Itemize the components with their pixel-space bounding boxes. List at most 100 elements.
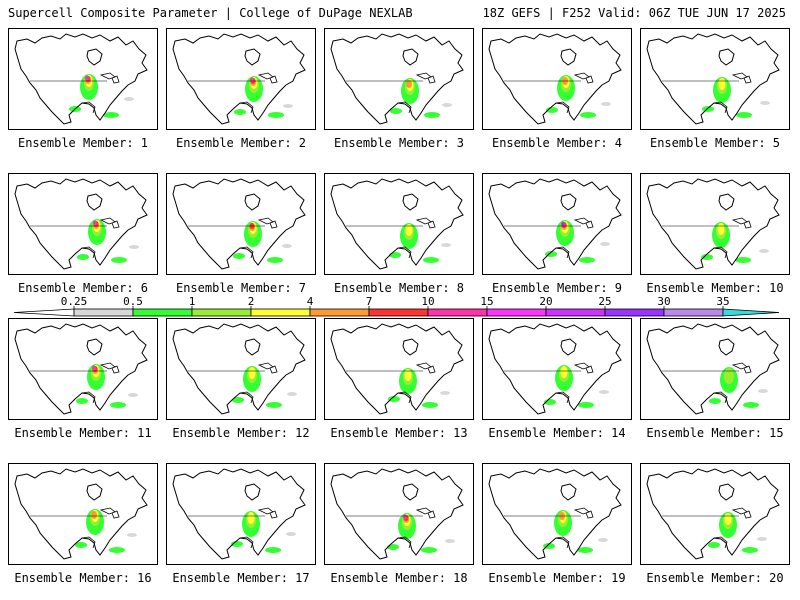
- scp-shading: [75, 509, 137, 553]
- coastline: [330, 33, 464, 125]
- above-range-triangle: [722, 308, 780, 317]
- ensemble-member-label: Ensemble Member: 10: [646, 281, 784, 295]
- great-lakes: [99, 217, 120, 229]
- gulf-coast: [81, 536, 96, 549]
- ensemble-member-label: Ensemble Member: 11: [14, 426, 152, 440]
- gulf-coast: [239, 101, 254, 114]
- ensemble-map-panel: [8, 28, 158, 130]
- scp-shading: [709, 367, 768, 408]
- legend-tick-label: 7: [366, 295, 373, 308]
- north-america-map: [172, 33, 306, 125]
- north-america-map: [330, 323, 464, 415]
- ensemble-map-panel: [640, 173, 790, 275]
- ensemble-map-panel: [640, 28, 790, 130]
- scp-shading: [69, 74, 134, 118]
- coastline: [488, 33, 622, 125]
- great-lakes: [257, 362, 278, 374]
- north-america-map: [330, 178, 464, 270]
- ensemble-member-label: Ensemble Member: 2: [175, 136, 307, 150]
- north-america-map: [14, 33, 148, 125]
- legend-tick-label: 0.25: [61, 295, 88, 308]
- coastline: [488, 178, 622, 270]
- ensemble-member-label: Ensemble Member: 15: [646, 426, 784, 440]
- coastline: [646, 33, 780, 125]
- legend-color-bin: [663, 308, 724, 317]
- ensemble-map-panel: [166, 173, 316, 275]
- ensemble-map-panel: [324, 173, 474, 275]
- ensemble-map-panel: [482, 28, 632, 130]
- legend-tick-label: 30: [657, 295, 670, 308]
- ensemble-member-label: Ensemble Member: 4: [491, 136, 623, 150]
- coastline: [330, 468, 464, 560]
- coastline: [488, 468, 622, 560]
- scp-shading: [233, 221, 292, 263]
- north-america-map: [14, 468, 148, 560]
- ensemble-member-label: Ensemble Member: 8: [333, 281, 465, 295]
- gulf-coast: [239, 391, 254, 404]
- below-range-triangle: [13, 308, 75, 317]
- legend-tick-label: 15: [480, 295, 493, 308]
- ensemble-member-label: Ensemble Member: 18: [330, 571, 468, 585]
- ensemble-map-panel: [324, 463, 474, 565]
- scp-shading: [701, 222, 769, 263]
- ensemble-member-label: Ensemble Member: 6: [17, 281, 149, 295]
- scp-shading: [390, 78, 452, 118]
- gulf-coast: [555, 536, 570, 549]
- gulf-coast: [555, 391, 570, 404]
- coastline: [488, 323, 622, 415]
- scp-shading: [702, 77, 770, 118]
- legend-color-bin: [486, 308, 547, 317]
- gulf-coast: [713, 246, 728, 259]
- coastline: [646, 323, 780, 415]
- ensemble-member-label: Ensemble Member: 12: [172, 426, 310, 440]
- coastline: [172, 33, 306, 125]
- gulf-coast: [713, 101, 728, 114]
- great-lakes: [257, 507, 278, 519]
- great-lakes: [731, 217, 752, 229]
- north-america-map: [172, 323, 306, 415]
- gulf-coast: [555, 101, 570, 114]
- coastline: [14, 323, 148, 415]
- north-america-map: [14, 323, 148, 415]
- legend-tick-label: 0.5: [123, 295, 143, 308]
- ensemble-member-label: Ensemble Member: 3: [333, 136, 465, 150]
- gulf-coast: [713, 536, 728, 549]
- great-lakes: [573, 217, 594, 229]
- gulf-coast: [239, 246, 254, 259]
- legend-color-bin: [545, 308, 606, 317]
- north-america-map: [330, 33, 464, 125]
- ensemble-map-panel: [166, 28, 316, 130]
- coastline: [172, 323, 306, 415]
- north-america-map: [330, 468, 464, 560]
- north-america-map: [488, 33, 622, 125]
- legend-color-bin: [368, 308, 429, 317]
- ensemble-map-panel: [482, 173, 632, 275]
- coastline: [172, 178, 306, 270]
- coastline: [14, 468, 148, 560]
- north-america-map: [646, 468, 780, 560]
- ensemble-map-panel: [640, 463, 790, 565]
- ensemble-member-label: Ensemble Member: 13: [330, 426, 468, 440]
- great-lakes: [415, 507, 436, 519]
- coastline: [646, 178, 780, 270]
- legend-color-bin: [250, 308, 311, 317]
- great-lakes: [731, 72, 752, 84]
- scp-shading: [545, 220, 610, 263]
- ensemble-map-panel: [324, 318, 474, 420]
- legend-color-bin: [427, 308, 488, 317]
- north-america-map: [646, 323, 780, 415]
- north-america-map: [488, 178, 622, 270]
- coastline: [330, 323, 464, 415]
- gulf-coast: [397, 391, 412, 404]
- legend-tick-label: 35: [716, 295, 729, 308]
- chart-title: Supercell Composite Parameter | College …: [8, 6, 413, 20]
- scp-shading: [76, 364, 138, 408]
- ensemble-map-panel: [8, 463, 158, 565]
- legend-tick-label: 20: [539, 295, 552, 308]
- gulf-coast: [555, 246, 570, 259]
- legend-color-bin: [309, 308, 370, 317]
- ensemble-map-panel: [8, 318, 158, 420]
- ensemble-map-panel: [324, 28, 474, 130]
- run-valid-time: 18Z GEFS | F252 Valid: 06Z TUE JUN 17 20…: [482, 6, 786, 20]
- great-lakes: [731, 507, 752, 519]
